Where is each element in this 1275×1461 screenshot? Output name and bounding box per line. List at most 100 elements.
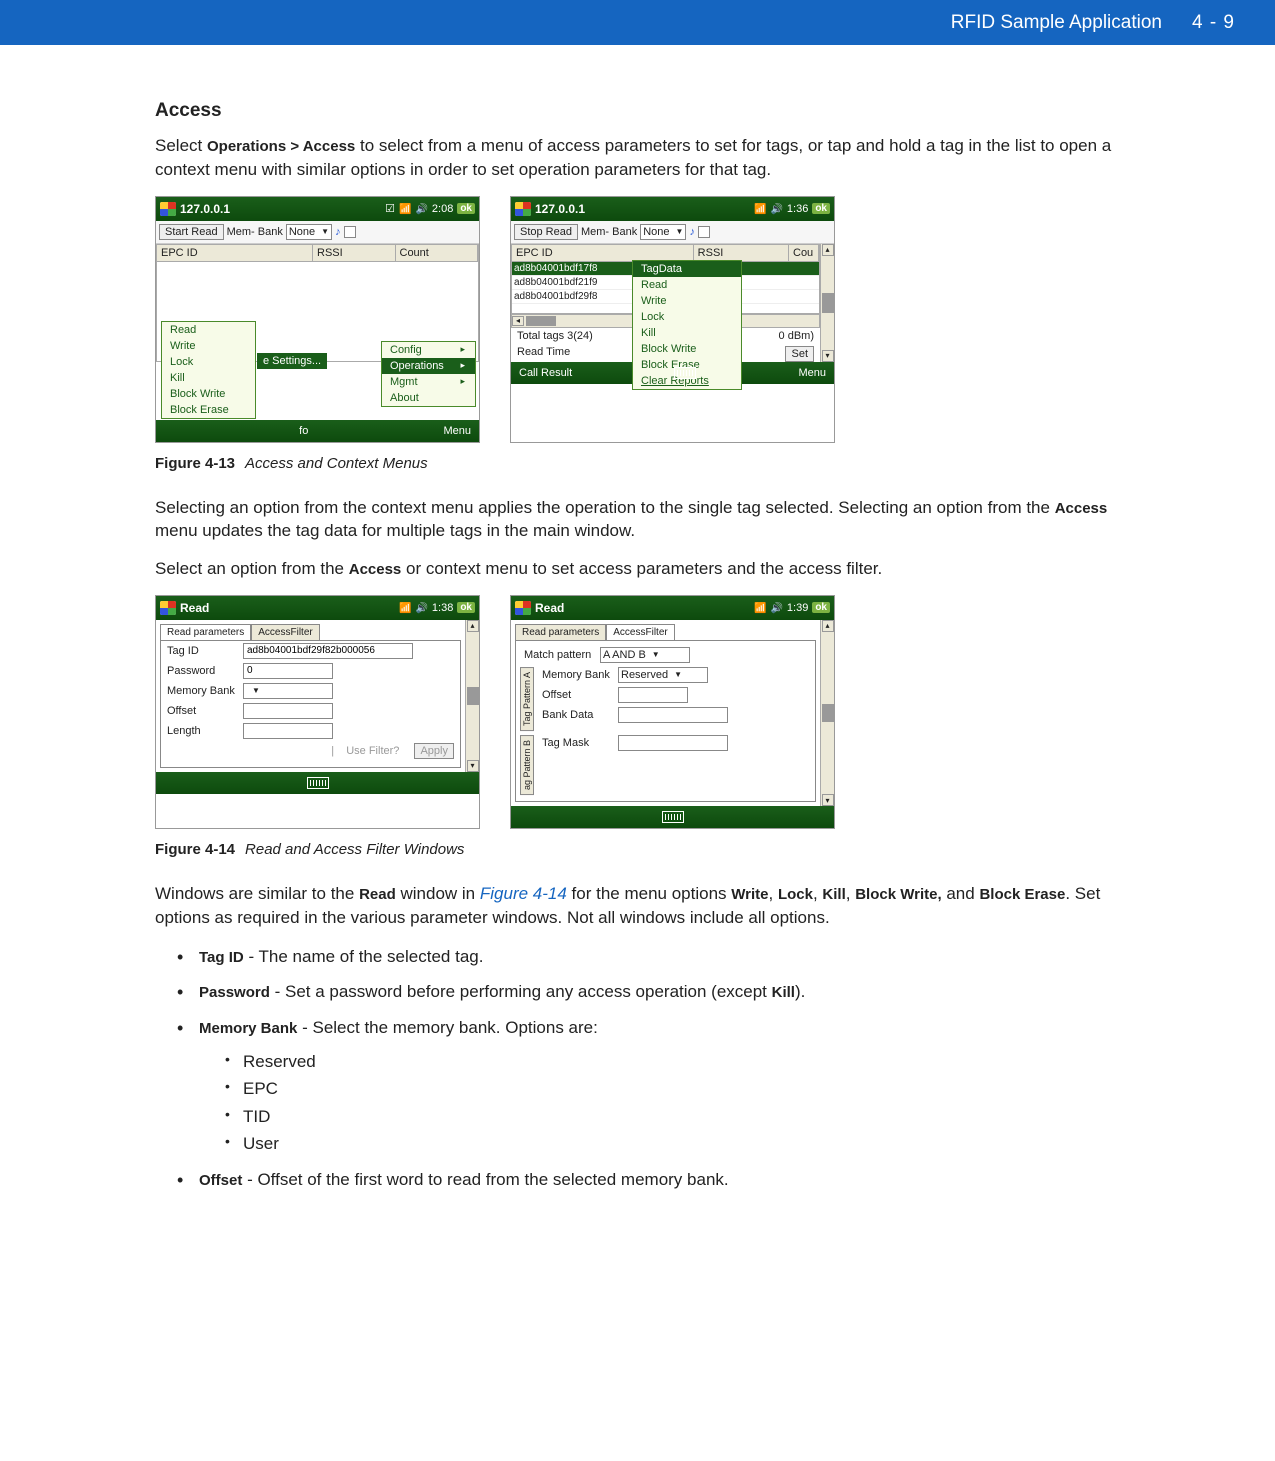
tab-access-filter[interactable]: AccessFilter bbox=[606, 624, 674, 640]
windows-flag-icon bbox=[160, 601, 176, 615]
membank-select[interactable]: None▼ bbox=[640, 224, 686, 240]
v-scrollbar[interactable]: ▴▾ bbox=[465, 620, 479, 772]
menu-kill[interactable]: Kill bbox=[633, 325, 741, 341]
titlebar-ip: 127.0.0.1 bbox=[180, 202, 381, 216]
menu-softkey[interactable]: Menu bbox=[798, 367, 826, 379]
usefilter-label: Use Filter? bbox=[346, 745, 399, 757]
v-scrollbar[interactable]: ▴▾ bbox=[820, 244, 834, 362]
ok-button[interactable]: ok bbox=[812, 602, 830, 613]
volume-icon bbox=[770, 203, 782, 215]
matchpattern-select[interactable]: A AND B▼ bbox=[600, 647, 690, 663]
grid-header: EPC ID RSSI Count bbox=[156, 244, 479, 262]
music-note-icon: ♪ bbox=[335, 226, 341, 238]
menu-read[interactable]: Read bbox=[633, 277, 741, 293]
membank-label: Mem- Bank bbox=[581, 226, 637, 238]
length-input[interactable] bbox=[243, 723, 333, 739]
fo-label: fo bbox=[299, 425, 308, 437]
tab-access-filter[interactable]: AccessFilter bbox=[251, 624, 319, 640]
page-number: 4 - 9 bbox=[1192, 12, 1235, 34]
titlebar-title: Read bbox=[180, 601, 395, 615]
signal-icon bbox=[399, 602, 411, 614]
tagid-input[interactable] bbox=[243, 643, 413, 659]
volume-icon bbox=[770, 602, 782, 614]
membank-label: Mem- Bank bbox=[227, 226, 283, 238]
signal-icon bbox=[754, 203, 766, 215]
main-menu[interactable]: Config Operations Mgmt About bbox=[381, 341, 476, 407]
screenshot-access-menu: 127.0.0.1 2:08 ok Start Read Mem- Bank N… bbox=[155, 196, 480, 443]
tagpattern-a-label: Tag Pattern A bbox=[520, 667, 534, 731]
call-result-softkey[interactable]: Call Result bbox=[519, 367, 572, 379]
menu-lock[interactable]: Lock bbox=[162, 354, 255, 370]
menu-about[interactable]: About bbox=[382, 390, 475, 406]
para-4: Windows are similar to the Read window i… bbox=[155, 882, 1125, 930]
para-1: Select Operations > Access to select fro… bbox=[155, 134, 1125, 182]
check-icon bbox=[385, 202, 395, 215]
keyboard-icon[interactable] bbox=[674, 367, 696, 379]
page-header: RFID Sample Application 4 - 9 bbox=[0, 0, 1275, 45]
menu-block-write[interactable]: Block Write bbox=[162, 386, 255, 402]
menu-operations[interactable]: Operations bbox=[382, 358, 475, 374]
figure-4-13: 127.0.0.1 2:08 ok Start Read Mem- Bank N… bbox=[155, 196, 1125, 443]
ok-button[interactable]: ok bbox=[457, 602, 475, 613]
offset-input[interactable] bbox=[618, 687, 688, 703]
clock: 1:38 bbox=[432, 602, 453, 614]
tagmask-input[interactable] bbox=[618, 735, 728, 751]
figure-4-13-caption: Figure 4-13Access and Context Menus bbox=[155, 453, 1125, 474]
checkbox[interactable] bbox=[344, 226, 356, 238]
keyboard-icon[interactable] bbox=[307, 777, 329, 789]
menu-config[interactable]: Config bbox=[382, 342, 475, 358]
screenshot-context-menu: 127.0.0.1 1:36 ok Stop Read Mem- Bank No… bbox=[510, 196, 835, 443]
screenshot-read-params: Read 1:38 ok Read parameters AccessFilte… bbox=[155, 595, 480, 829]
menu-mgmt[interactable]: Mgmt bbox=[382, 374, 475, 390]
clock: 1:39 bbox=[787, 602, 808, 614]
tab-read-params[interactable]: Read parameters bbox=[160, 624, 251, 640]
password-input[interactable] bbox=[243, 663, 333, 679]
memorybank-label: Memory Bank bbox=[542, 669, 612, 681]
tagmask-label: Tag Mask bbox=[542, 737, 612, 749]
para-3: Select an option from the Access or cont… bbox=[155, 557, 1125, 581]
set-button[interactable]: Set bbox=[785, 346, 814, 362]
memorybank-label: Memory Bank bbox=[167, 685, 237, 697]
stop-read-button[interactable]: Stop Read bbox=[514, 224, 578, 240]
context-menu-access[interactable]: Read Write Lock Kill Block Write Block E… bbox=[161, 321, 256, 419]
screenshot-access-filter: Read 1:39 ok Read parameters AccessFilte… bbox=[510, 595, 835, 829]
list-item: TID bbox=[225, 1103, 1125, 1130]
menu-title: TagData bbox=[633, 261, 741, 277]
windows-flag-icon bbox=[515, 601, 531, 615]
figure-link[interactable]: Figure 4-14 bbox=[480, 884, 567, 903]
bankdata-input[interactable] bbox=[618, 707, 728, 723]
memorybank-select[interactable]: ▼ bbox=[243, 683, 333, 699]
read-time: Read Time bbox=[517, 346, 570, 358]
ok-button[interactable]: ok bbox=[812, 203, 830, 214]
bankdata-label: Bank Data bbox=[542, 709, 612, 721]
titlebar-title: Read bbox=[535, 601, 750, 615]
apply-button[interactable]: Apply bbox=[414, 743, 454, 759]
menu-read[interactable]: Read bbox=[162, 322, 255, 338]
menu-softkey[interactable]: Menu bbox=[443, 425, 471, 437]
menu-kill[interactable]: Kill bbox=[162, 370, 255, 386]
keyboard-icon[interactable] bbox=[662, 811, 684, 823]
volume-icon bbox=[415, 203, 427, 215]
checkbox[interactable] bbox=[698, 226, 710, 238]
menu-write[interactable]: Write bbox=[633, 293, 741, 309]
matchpattern-label: Match pattern bbox=[524, 649, 594, 661]
memorybank-select[interactable]: Reserved▼ bbox=[618, 667, 708, 683]
list-item: User bbox=[225, 1130, 1125, 1157]
tagpattern-b-label: ag Pattern B bbox=[520, 735, 534, 795]
clock: 1:36 bbox=[787, 203, 808, 215]
membank-select[interactable]: None▼ bbox=[286, 224, 332, 240]
menu-lock[interactable]: Lock bbox=[633, 309, 741, 325]
menu-write[interactable]: Write bbox=[162, 338, 255, 354]
tab-read-params[interactable]: Read parameters bbox=[515, 624, 606, 640]
options-list: Tag ID - The name of the selected tag. P… bbox=[177, 944, 1125, 1193]
password-label: Password bbox=[167, 665, 237, 677]
v-scrollbar[interactable]: ▴▾ bbox=[820, 620, 834, 806]
offset-input[interactable] bbox=[243, 703, 333, 719]
volume-icon bbox=[415, 602, 427, 614]
titlebar-ip: 127.0.0.1 bbox=[535, 202, 750, 216]
ok-button[interactable]: ok bbox=[457, 203, 475, 214]
figure-4-14-caption: Figure 4-14Read and Access Filter Window… bbox=[155, 839, 1125, 860]
menu-block-write[interactable]: Block Write bbox=[633, 341, 741, 357]
start-read-button[interactable]: Start Read bbox=[159, 224, 224, 240]
menu-block-erase[interactable]: Block Erase bbox=[162, 402, 255, 418]
